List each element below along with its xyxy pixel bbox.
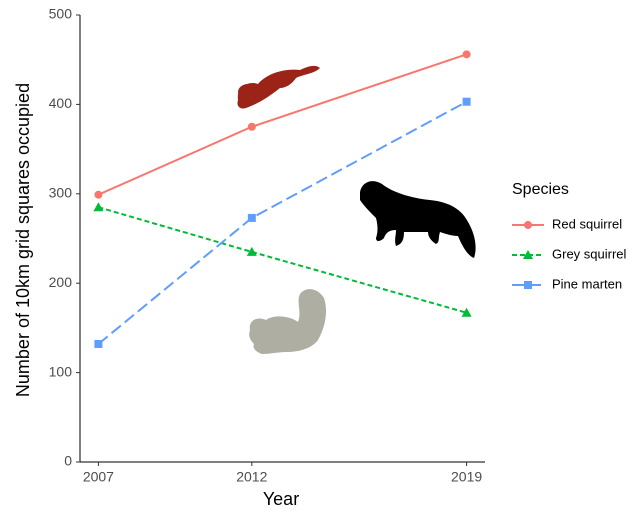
point: [463, 50, 471, 58]
y-axis-title: Number of 10km grid squares occupied: [13, 83, 33, 397]
point: [248, 214, 256, 222]
point: [94, 340, 102, 348]
y-tick-label: 400: [49, 95, 73, 111]
point: [463, 98, 471, 106]
y-tick-label: 0: [64, 453, 72, 469]
x-axis-title: Year: [263, 489, 299, 509]
legend-label: Red squirrel: [552, 216, 622, 231]
x-tick-label: 2019: [451, 469, 482, 485]
legend-marker: [524, 281, 532, 289]
y-tick-label: 100: [49, 363, 73, 379]
y-tick-label: 300: [49, 185, 73, 201]
legend-label: Pine marten: [552, 276, 622, 291]
y-tick-label: 500: [49, 6, 73, 22]
x-tick-label: 2007: [83, 469, 114, 485]
legend-label: Grey squirrel: [552, 246, 627, 261]
point: [93, 202, 103, 211]
grey-squirrel-silhouette: [249, 289, 326, 354]
chart: Year Number of 10km grid squares occupie…: [0, 0, 642, 512]
point: [94, 191, 102, 199]
point: [248, 123, 256, 131]
legend-marker: [524, 221, 532, 229]
pine-marten-silhouette: [360, 181, 476, 258]
legend-title: Species: [512, 181, 569, 198]
y-tick-label: 200: [49, 274, 73, 290]
x-tick-label: 2012: [236, 469, 267, 485]
red-squirrel-silhouette: [237, 66, 320, 109]
